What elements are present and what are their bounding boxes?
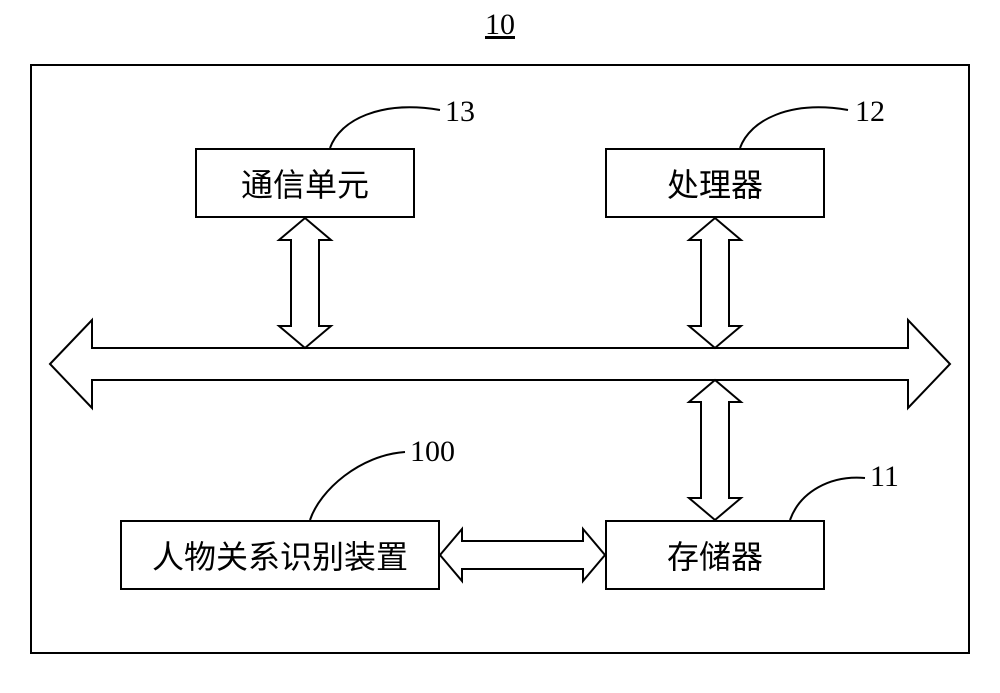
node-storage-label: 存储器 bbox=[667, 532, 763, 578]
node-relationship-device: 人物关系识别装置 bbox=[120, 520, 440, 590]
node-processor-label: 处理器 bbox=[667, 160, 763, 206]
node-relationship-device-label: 人物关系识别装置 bbox=[152, 532, 408, 578]
ref-label-12: 12 bbox=[855, 95, 885, 129]
node-communication-unit-label: 通信单元 bbox=[241, 160, 369, 206]
ref-label-100: 100 bbox=[410, 435, 455, 469]
node-processor: 处理器 bbox=[605, 148, 825, 218]
figure-title: 10 bbox=[470, 8, 530, 42]
ref-label-11: 11 bbox=[870, 460, 899, 494]
node-communication-unit: 通信单元 bbox=[195, 148, 415, 218]
ref-label-13: 13 bbox=[445, 95, 475, 129]
node-storage: 存储器 bbox=[605, 520, 825, 590]
